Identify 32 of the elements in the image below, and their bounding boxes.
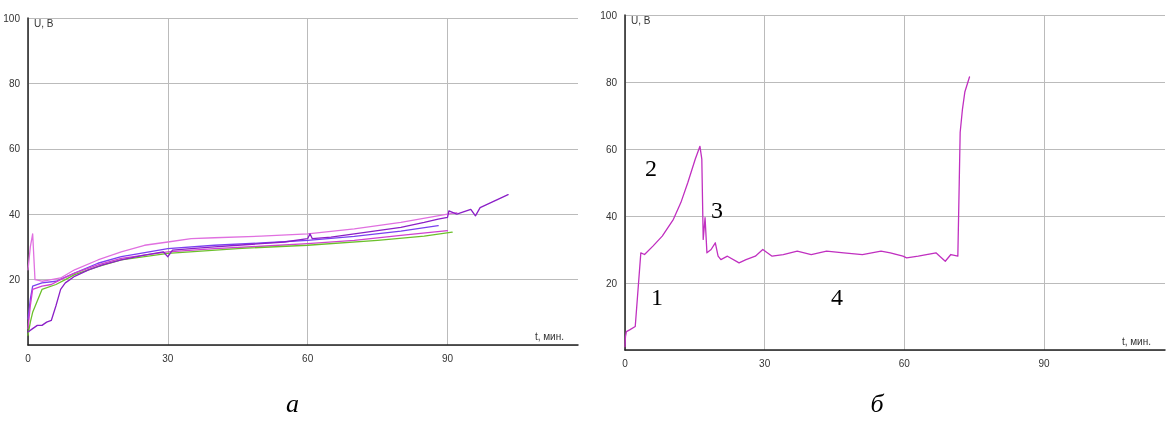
y-tick-label: 20 <box>8 274 21 286</box>
x-tick-label: 0 <box>25 352 32 364</box>
x-tick-label: 0 <box>622 357 629 369</box>
y-axis-title: U, В <box>631 14 651 26</box>
line-series <box>27 193 509 333</box>
text: а <box>286 388 299 418</box>
y-tick-label: 60 <box>605 143 618 155</box>
x-tick-label: 60 <box>898 357 911 369</box>
line-series <box>27 225 439 320</box>
y-tick-label: 100 <box>600 9 618 21</box>
y-tick-label: 60 <box>8 143 21 155</box>
y-tick-label: 80 <box>605 76 618 88</box>
x-tick-label: 30 <box>759 357 771 369</box>
x-tick-label: 60 <box>302 352 314 364</box>
y-tick-label: 80 <box>8 77 21 89</box>
annotation: 3 <box>711 197 723 223</box>
x-axis-title: t, мин. <box>1121 335 1151 347</box>
line-series <box>624 76 971 348</box>
x-tick-label: 90 <box>441 352 454 364</box>
line-series <box>27 211 458 282</box>
y-tick-label: 20 <box>605 277 618 289</box>
y-tick-label: 40 <box>8 208 21 220</box>
y-tick-label: 40 <box>605 210 618 222</box>
annotation: 2 <box>645 155 657 181</box>
y-axis-title: U, В <box>34 17 54 29</box>
x-tick-label: 90 <box>1038 357 1050 369</box>
y-tick-label: 100 <box>3 12 21 24</box>
x-axis-title: t, мин. <box>534 330 564 342</box>
text: б <box>870 388 885 418</box>
annotation: 4 <box>831 284 843 310</box>
x-tick-label: 30 <box>162 352 174 364</box>
annotation: 1 <box>651 284 663 310</box>
